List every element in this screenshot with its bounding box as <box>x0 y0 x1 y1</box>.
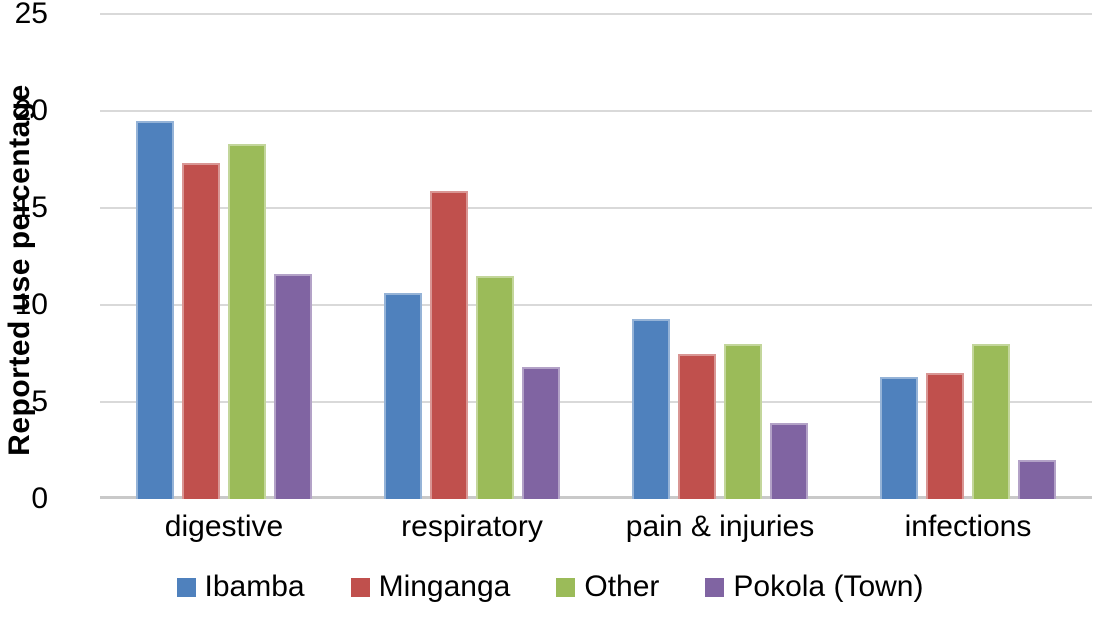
gridline-20 <box>100 110 1092 112</box>
bar-pokola-town-respiratory <box>522 367 560 499</box>
y-tick-label-20: 20 <box>14 94 48 127</box>
bar-group-digestive <box>100 14 348 499</box>
y-tick-label-25: 25 <box>14 0 48 30</box>
bar-minganga-pain-injuries <box>678 353 716 499</box>
legend-swatch-ibamba <box>176 577 196 597</box>
legend-label-minganga: Minganga <box>378 570 511 603</box>
legend-swatch-minganga <box>350 577 370 597</box>
gridline-10 <box>100 304 1092 306</box>
gridline-25 <box>100 13 1092 15</box>
y-tick-label-15: 15 <box>14 191 48 224</box>
bar-ibamba-pain-injuries <box>632 318 670 499</box>
bar-other-pain-injuries <box>724 343 762 499</box>
plot-area <box>100 13 1092 499</box>
bar-minganga-digestive <box>182 163 220 499</box>
bar-group-pain-injuries <box>596 14 844 499</box>
bar-ibamba-infections <box>880 376 918 499</box>
bar-other-respiratory <box>476 275 514 499</box>
category-label-respiratory: respiratory <box>401 510 543 543</box>
legend-swatch-other <box>556 577 576 597</box>
bar-other-digestive <box>228 143 266 499</box>
legend-item-other: Other <box>556 570 659 604</box>
legend-label-ibamba: Ibamba <box>204 570 305 603</box>
bar-ibamba-respiratory <box>384 293 422 499</box>
gridline-5 <box>100 401 1092 403</box>
legend-item-pokola-town: Pokola (Town) <box>705 570 923 604</box>
gridline-15 <box>100 207 1092 209</box>
y-tick-label-10: 10 <box>14 288 48 321</box>
bar-group-infections <box>844 14 1092 499</box>
x-axis-baseline <box>100 496 1092 499</box>
bar-minganga-respiratory <box>430 190 468 499</box>
bar-group-respiratory <box>348 14 596 499</box>
bar-pokola-town-pain-injuries <box>770 423 808 499</box>
legend-item-ibamba: Ibamba <box>176 570 305 604</box>
y-tick-label-0: 0 <box>31 482 48 515</box>
category-label-pain-injuries: pain & injuries <box>625 510 815 543</box>
category-label-infections: infections <box>904 510 1032 543</box>
bar-ibamba-digestive <box>136 120 174 499</box>
legend-label-pokola-town: Pokola (Town) <box>733 570 924 603</box>
legend: Ibamba Minganga Other Pokola (Town) <box>0 570 1100 604</box>
bar-other-infections <box>972 343 1010 499</box>
legend-swatch-pokola-town <box>705 577 725 597</box>
category-label-digestive: digestive <box>164 510 284 543</box>
bar-minganga-infections <box>926 372 964 499</box>
y-tick-label-5: 5 <box>31 385 48 418</box>
legend-label-other: Other <box>584 570 660 603</box>
legend-item-minganga: Minganga <box>350 570 511 604</box>
bar-pokola-town-digestive <box>274 273 312 499</box>
bar-pokola-town-infections <box>1018 460 1056 499</box>
